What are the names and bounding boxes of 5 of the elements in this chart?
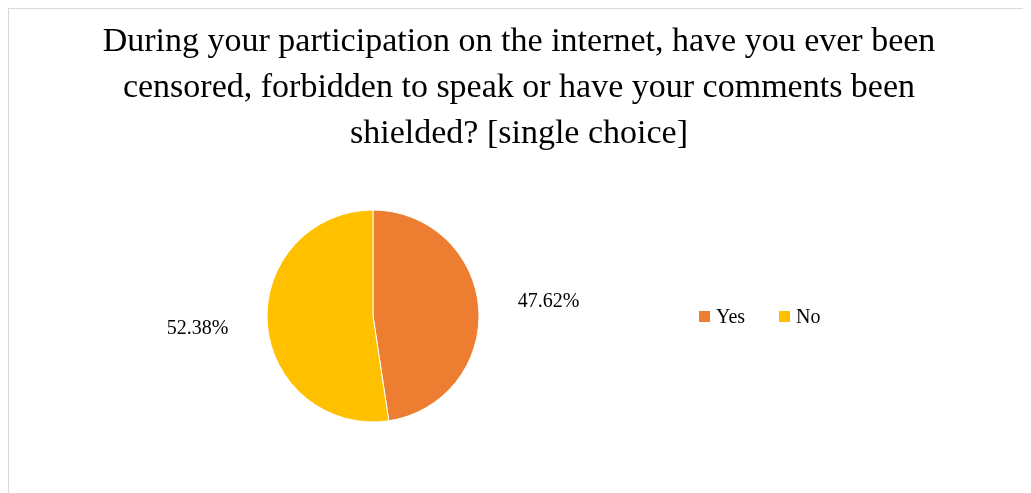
legend-label: Yes	[716, 305, 746, 328]
chart-title: During your participation on the internet, have you ever been censored, forbidden to speak or have your comments been shielded? [single choice]	[101, 20, 937, 152]
data-label: 47.62%	[517, 289, 580, 312]
data-label: 52.38%	[166, 315, 229, 338]
legend-label: No	[796, 305, 821, 328]
